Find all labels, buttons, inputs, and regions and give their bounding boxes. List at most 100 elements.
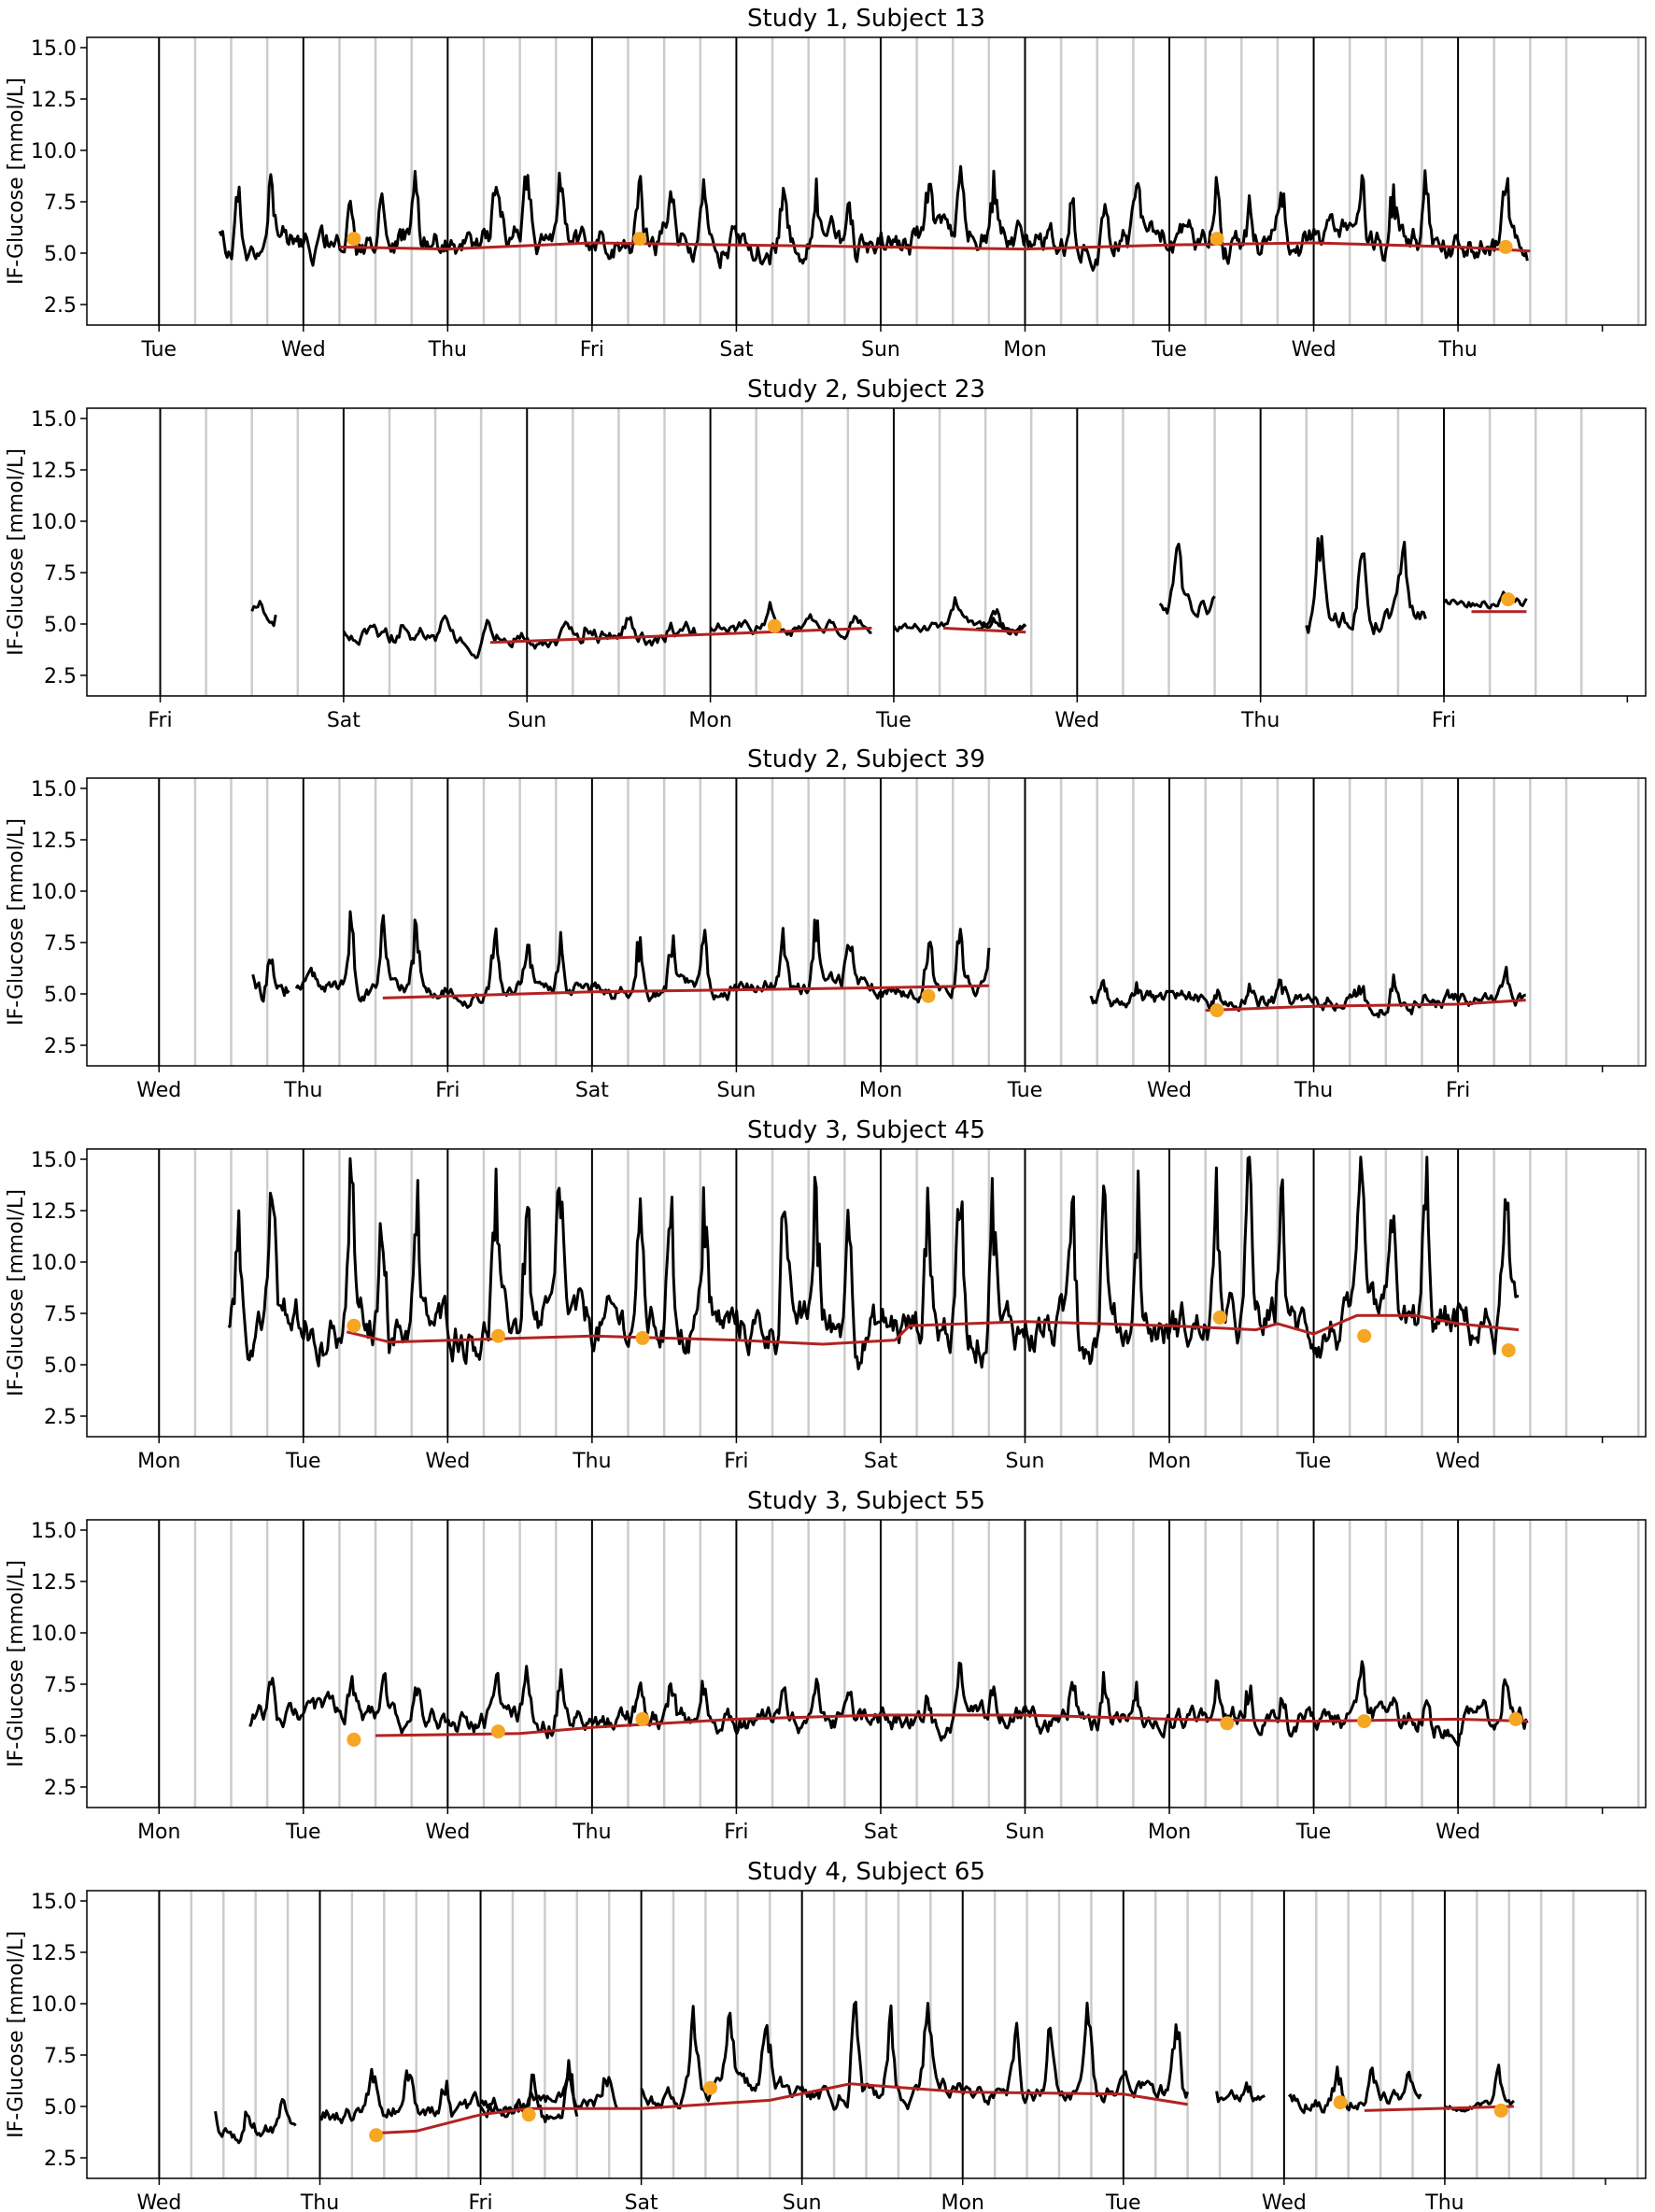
reference-marker (635, 1330, 650, 1345)
glucose-trace (294, 910, 991, 1009)
chart-title: Study 4, Subject 65 (747, 1858, 985, 1886)
reference-marker (703, 2080, 718, 2095)
x-tick-label: Tue (1151, 338, 1187, 362)
y-tick-label: 7.5 (44, 932, 77, 956)
y-tick-label: 2.5 (44, 1406, 77, 1429)
reference-marker (632, 232, 647, 247)
baseline-trace (346, 1313, 1520, 1346)
x-tick-label: Mon (859, 1079, 902, 1102)
y-tick-label: 7.5 (44, 1303, 77, 1326)
x-tick-label: Wed (136, 2191, 181, 2212)
x-tick-label: Mon (941, 2191, 984, 2212)
x-tick-label: Tue (285, 1450, 321, 1473)
reference-marker (635, 1711, 650, 1726)
x-tick-label: Thu (1240, 709, 1280, 732)
x-tick-label: Tue (1295, 1821, 1332, 1844)
x-tick-label: Mon (688, 709, 731, 732)
x-tick-label: Tue (1105, 2191, 1141, 2212)
glucose-trace (342, 614, 698, 659)
glucose-trace (1287, 2065, 1422, 2115)
reference-marker (347, 232, 361, 247)
glucose-trace (251, 958, 290, 1003)
y-tick-label: 5.0 (44, 2096, 77, 2120)
y-tick-label: 2.5 (44, 665, 77, 688)
x-tick-label: Thu (572, 1450, 611, 1473)
x-tick-label: Fri (435, 1079, 460, 1102)
baseline-trace (339, 241, 1531, 253)
x-tick-label: Tue (875, 709, 912, 732)
x-tick-label: Sun (507, 709, 546, 732)
x-tick-label: Wed (1436, 1821, 1480, 1844)
glucose-trace (1305, 534, 1427, 635)
y-tick-label: 12.5 (31, 830, 77, 853)
plot-frame (86, 1148, 1647, 1438)
x-tick-label: Fri (468, 2191, 492, 2212)
glucose-trace (248, 1660, 1529, 1748)
y-tick-label: 5.0 (44, 243, 77, 266)
glucose-trace (250, 600, 277, 628)
x-tick-label: Tue (1295, 1450, 1332, 1473)
y-axis-label: IF-Glucose [mmol/L] (5, 1931, 28, 2138)
x-tick-label: Fri (1432, 709, 1456, 732)
baseline-trace (1364, 2105, 1514, 2112)
glucose-trace (1089, 965, 1526, 1019)
chart-title: Study 2, Subject 39 (747, 745, 985, 773)
x-tick-label: Wed (136, 1079, 181, 1102)
x-tick-label: Thu (1294, 1079, 1333, 1102)
x-tick-label: Tue (1007, 1079, 1043, 1102)
x-tick-label: Mon (137, 1821, 180, 1844)
y-tick-label: 7.5 (44, 191, 77, 215)
x-tick-label: Sat (575, 1079, 609, 1102)
reference-marker (1493, 2103, 1508, 2118)
y-tick-label: 5.0 (44, 1725, 77, 1749)
y-tick-label: 2.5 (44, 2148, 77, 2171)
y-tick-label: 15.0 (31, 1149, 77, 1172)
glucose-trace (214, 2097, 297, 2145)
glucose-trace (976, 617, 1027, 632)
chart-title: Study 3, Subject 45 (747, 1116, 985, 1144)
plot-frame (86, 407, 1647, 697)
x-tick-label: Wed (281, 338, 326, 362)
y-tick-label: 10.0 (31, 1252, 77, 1275)
reference-marker (347, 1732, 361, 1747)
reference-marker (490, 1724, 505, 1739)
glucose-trace (218, 164, 1529, 272)
reference-marker (1357, 1714, 1372, 1729)
x-tick-label: Wed (1147, 1079, 1192, 1102)
y-tick-label: 10.0 (31, 1623, 77, 1646)
y-tick-label: 5.0 (44, 984, 77, 1007)
x-tick-label: Sat (719, 338, 753, 362)
y-axis-label: IF-Glucose [mmol/L] (5, 1189, 28, 1397)
reference-marker (1220, 1716, 1235, 1731)
x-tick-label: Fri (580, 338, 604, 362)
y-tick-label: 12.5 (31, 1942, 77, 1965)
y-tick-label: 7.5 (44, 562, 77, 586)
plot-frame (86, 1890, 1647, 2179)
reference-marker (1501, 592, 1516, 607)
baseline-trace (489, 626, 872, 645)
x-tick-label: Tue (140, 338, 177, 362)
reference-marker (1209, 232, 1224, 247)
chart-title: Study 1, Subject 13 (747, 5, 985, 33)
baseline-trace (375, 2082, 1188, 2135)
reference-marker (767, 618, 782, 633)
x-tick-label: Wed (1292, 338, 1337, 362)
chart-panel-2: Study 2, Subject 23 IF-Glucose [mmol/L] 2.… (5, 376, 1647, 732)
x-tick-label: Thu (1437, 338, 1477, 362)
x-tick-label: Thu (428, 338, 467, 362)
reference-marker (1498, 239, 1513, 254)
x-tick-label: Fri (1446, 1079, 1470, 1102)
x-tick-label: Sat (625, 2191, 658, 2212)
x-tick-label: Thu (283, 1079, 322, 1102)
x-tick-label: Sat (864, 1450, 898, 1473)
chart-panel-4: Study 3, Subject 45 IF-Glucose [mmol/L] 2.… (5, 1116, 1647, 1473)
chart-panel-3: Study 2, Subject 39 IF-Glucose [mmol/L] 2.… (5, 745, 1647, 1102)
baseline-trace (382, 984, 989, 1000)
y-tick-label: 10.0 (31, 881, 77, 904)
y-tick-label: 12.5 (31, 1200, 77, 1224)
y-tick-label: 15.0 (31, 408, 77, 432)
x-tick-label: Tue (285, 1821, 321, 1844)
glucose-trace (318, 2059, 579, 2125)
chart-title: Study 3, Subject 55 (747, 1487, 985, 1515)
y-axis-label: IF-Glucose [mmol/L] (5, 448, 28, 656)
